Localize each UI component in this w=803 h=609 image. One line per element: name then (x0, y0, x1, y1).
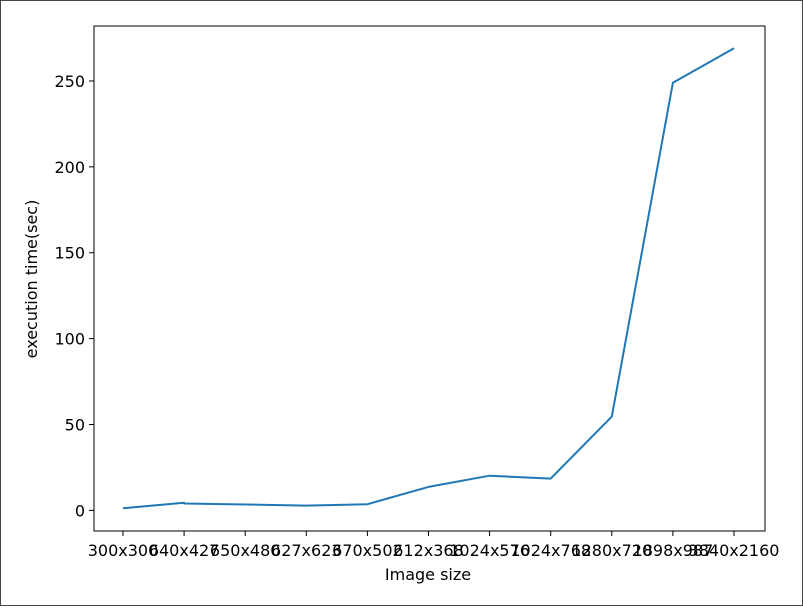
x-axis-label: Image size (385, 565, 471, 584)
x-tick-label: 1024x576 (449, 541, 530, 560)
x-tick-label: 670x502 (332, 541, 403, 560)
y-tick-label: 200 (54, 158, 85, 177)
y-tick-label: 250 (54, 72, 85, 91)
x-tick-label: 3840x2160 (689, 541, 780, 560)
x-tick-label: 1024x768 (510, 541, 591, 560)
x-tick-label: 300x300 (88, 541, 159, 560)
y-tick-label: 150 (54, 244, 85, 263)
x-tick-label: 650x480 (210, 541, 281, 560)
x-tick-label: 1280x720 (571, 541, 652, 560)
x-tick-label: 1898x987 (633, 541, 714, 560)
plot-area: 0 50 100 150 200 250 300x300640x427650x480627x… (54, 25, 780, 560)
axes-frame (93, 25, 766, 532)
y-tick-label: 100 (54, 330, 85, 349)
x-tick-label: 612x368 (393, 541, 464, 560)
y-tick-label: 50 (65, 416, 85, 435)
x-tick-label: 627x623 (271, 541, 342, 560)
x-tick-label: 640x427 (149, 541, 220, 560)
series-line (122, 47, 735, 510)
y-axis-label: execution time(sec) (22, 200, 41, 359)
y-tick-label: 0 (75, 501, 85, 520)
